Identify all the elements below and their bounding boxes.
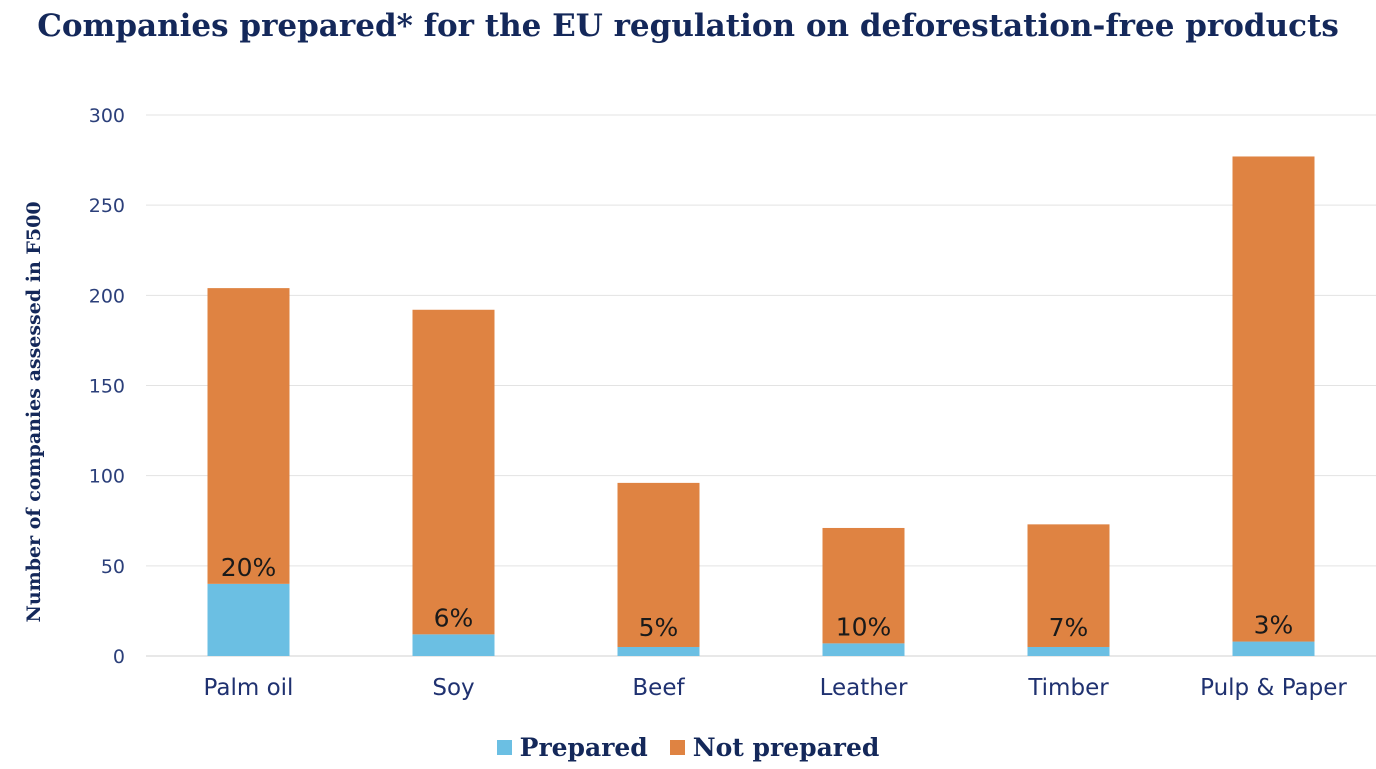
y-tick-label: 150 [89, 376, 125, 398]
bar-prepared [617, 646, 700, 656]
chart-title: Companies prepared* for the EU regulatio… [37, 8, 1339, 44]
x-category-label: Beef [632, 675, 685, 701]
x-category-label: Pulp & Paper [1200, 675, 1347, 701]
bar-prepared [1027, 646, 1110, 656]
bar-prepared [412, 634, 495, 656]
y-tick-label: 200 [89, 285, 125, 307]
x-category-label: Soy [432, 675, 474, 701]
y-tick-label: 250 [89, 195, 125, 217]
data-label: 5% [639, 613, 679, 642]
bar-not-prepared [412, 309, 495, 635]
bar-prepared [1232, 641, 1315, 656]
data-label: 3% [1254, 611, 1294, 640]
bar-not-prepared [822, 527, 905, 644]
legend-item-not-prepared: Not prepared [669, 733, 880, 762]
legend-label-prepared: Prepared [519, 733, 648, 762]
x-category-label: Timber [1027, 675, 1109, 701]
bars [207, 156, 1315, 656]
x-category-label: Leather [820, 675, 908, 701]
x-axis-labels: Palm oil Soy Beef Leather Timber Pulp & Paper [204, 675, 1348, 701]
y-axis-label: Number of companies assessed in F500 [23, 201, 45, 622]
y-tick-label: 100 [89, 466, 125, 488]
y-axis-ticks: 0 50 100 150 200 250 300 [89, 105, 125, 668]
y-tick-label: 0 [113, 646, 125, 668]
y-tick-label: 300 [89, 105, 125, 127]
legend: Prepared Not prepared [0, 733, 1376, 762]
gridlines [146, 114, 1376, 657]
legend-swatch-prepared [496, 740, 512, 755]
legend-item-prepared: Prepared [496, 733, 648, 762]
bar-not-prepared [617, 482, 700, 647]
legend-swatch-not-prepared [669, 740, 685, 755]
data-label: 7% [1049, 613, 1089, 642]
data-labels: 20% 6% 5% 10% 7% 3% [221, 553, 1294, 642]
bar-not-prepared [207, 288, 290, 584]
data-label: 20% [221, 553, 277, 582]
bar-not-prepared [1232, 156, 1315, 642]
x-category-label: Palm oil [204, 675, 294, 701]
y-tick-label: 50 [101, 556, 125, 578]
bar-prepared [822, 643, 905, 656]
data-label: 10% [836, 612, 892, 641]
legend-label-not-prepared: Not prepared [692, 733, 880, 762]
data-label: 6% [434, 603, 474, 632]
bar-prepared [207, 583, 290, 656]
bar-not-prepared [1027, 524, 1110, 647]
